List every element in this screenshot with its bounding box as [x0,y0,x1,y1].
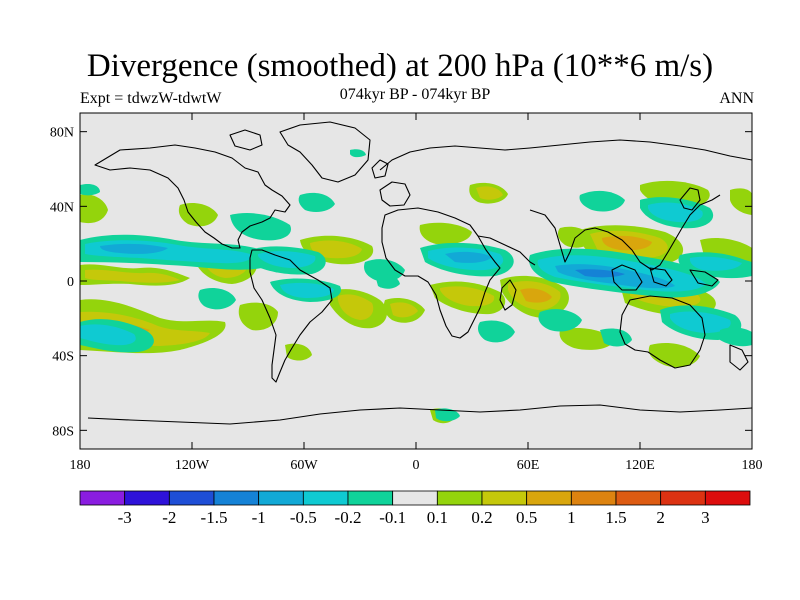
lat-tick-label: 80S [52,424,74,439]
colorbar: -3 -2 -1.5 -1 -0.5 -0.2 -0.1 0.1 0.2 0.5 1 1.5 2 3 [79,490,751,527]
colorbar-swatch [302,490,349,506]
negative-field [80,149,752,422]
experiment-label: Expt = tdwzW-tdwtW [80,90,222,107]
colorbar-swatch [481,490,528,506]
colorbar-label: 0.1 [427,508,448,527]
colorbar-swatch [213,490,260,506]
colorbar-swatch [704,490,751,506]
lat-tick-label: 0 [67,275,74,290]
colorbar-swatch [392,490,438,506]
colorbar-swatch [258,490,304,506]
colorbar-swatch [570,490,617,506]
lon-tick-label: 180 [742,458,763,473]
colorbar-label: -1.5 [201,508,228,527]
coastlines [87,121,752,425]
colorbar-label: 0.5 [516,508,537,527]
lat-tick-label: 40N [50,200,74,215]
lon-tick-label: 60W [290,458,318,473]
lon-tick-label: 0 [413,458,420,473]
period-label: 074kyr BP - 074kyr BP [339,86,491,103]
latitude-ticks: 80N 40N 0 40S 80S [50,126,752,439]
season-label: ANN [719,90,754,107]
chart-title: Divergence (smoothed) at 200 hPa (10**6 … [86,48,714,84]
colorbar-swatch [79,490,126,506]
colorbar-label: 1 [567,508,576,527]
lon-tick-label: 120E [625,458,655,473]
colorbar-swatch [347,490,394,506]
longitude-ticks: 180 120W 60W 0 60E 120E 180 [70,113,763,473]
colorbar-swatch [615,490,662,506]
colorbar-label: 2 [656,508,665,527]
colorbar-label: -3 [118,508,132,527]
anomaly-fields [80,121,752,425]
lat-tick-label: 80N [50,126,74,141]
colorbar-swatch [168,490,215,506]
lon-tick-label: 180 [70,458,91,473]
colorbar-swatch [124,490,170,506]
lon-tick-label: 60E [517,458,540,473]
colorbar-label: 0.2 [471,508,492,527]
colorbar-label: -1 [252,508,266,527]
colorbar-label: -0.2 [335,508,362,527]
colorbar-swatch [526,490,572,506]
colorbar-swatch [436,490,483,506]
colorbar-label: -0.1 [379,508,406,527]
colorbar-label: 3 [701,508,710,527]
colorbar-label: -0.5 [290,508,317,527]
colorbar-swatch [660,490,706,506]
lat-tick-label: 40S [52,350,74,365]
lon-tick-label: 120W [175,458,210,473]
colorbar-label: -2 [162,508,176,527]
colorbar-label: 1.5 [605,508,626,527]
